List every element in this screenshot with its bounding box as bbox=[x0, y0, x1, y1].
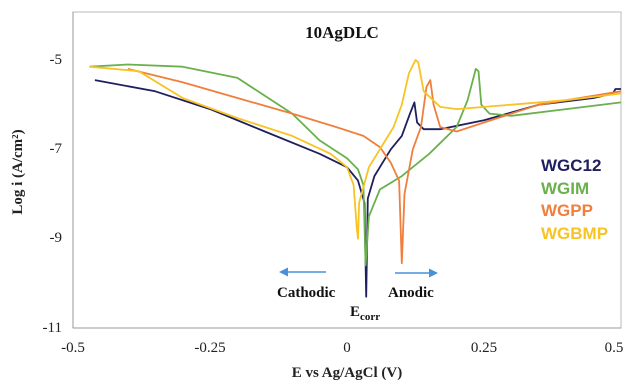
x-tick-label: -0.5 bbox=[61, 340, 85, 356]
series-line-wgpp bbox=[127, 68, 622, 265]
y-tick-label: -9 bbox=[50, 230, 63, 246]
legend-entry-wgim: WGIM bbox=[541, 179, 589, 198]
legend-entry-wgpp: WGPP bbox=[541, 201, 593, 220]
x-tick-label: 0.5 bbox=[605, 340, 624, 356]
y-tick-label: -5 bbox=[50, 52, 63, 68]
x-tick-label: 0.25 bbox=[471, 340, 497, 356]
series-group bbox=[89, 59, 622, 298]
y-axis-title: Log i (A/cm²) bbox=[10, 129, 26, 214]
ecorr-label: Ecorr bbox=[350, 304, 380, 323]
series-line-wgbmp bbox=[89, 59, 622, 240]
anodic-label: Anodic bbox=[388, 285, 434, 301]
x-axis-title: E vs Ag/AgCl (V) bbox=[292, 365, 402, 381]
ecorr-main: E bbox=[350, 304, 360, 320]
ecorr-subscript: corr bbox=[360, 311, 380, 323]
x-tick-label: 0 bbox=[343, 340, 351, 356]
chart-title: 10AgDLC bbox=[305, 23, 379, 42]
legend-entry-wgbmp: WGBMP bbox=[541, 224, 608, 243]
y-tick-label: -7 bbox=[50, 141, 63, 157]
x-tick-label: -0.25 bbox=[194, 340, 225, 356]
y-tick-label: -11 bbox=[43, 320, 62, 336]
plot-area bbox=[72, 11, 622, 329]
legend: WGC12 WGIM WGPP WGBMP bbox=[541, 156, 608, 243]
legend-entry-wgc12: WGC12 bbox=[541, 156, 601, 175]
cathodic-label: Cathodic bbox=[277, 285, 336, 301]
